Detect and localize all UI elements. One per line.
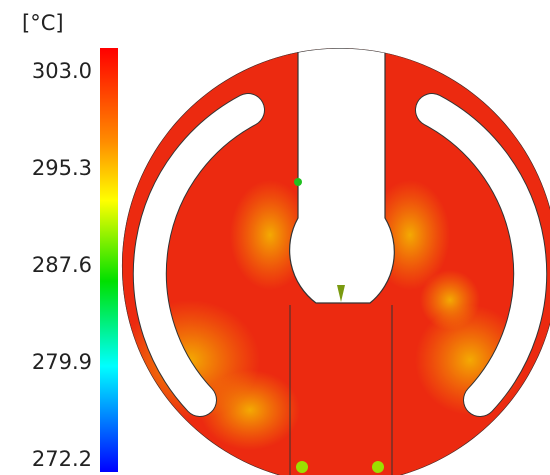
colorbar-tick-label: 279.9 <box>32 350 92 374</box>
colorbar-tick-label: 272.2 <box>32 447 92 471</box>
colorbar <box>100 48 118 472</box>
thermal-plot: [°C] 303.0 295.3 287.6 279.9 272.2 <box>0 0 550 475</box>
colorbar-label: [°C] <box>22 11 64 35</box>
colorbar-tick-label: 295.3 <box>32 156 92 180</box>
colorbar-tick-label: 303.0 <box>32 59 92 83</box>
part <box>100 40 550 475</box>
colorbar-tick-label: 287.6 <box>32 253 92 277</box>
